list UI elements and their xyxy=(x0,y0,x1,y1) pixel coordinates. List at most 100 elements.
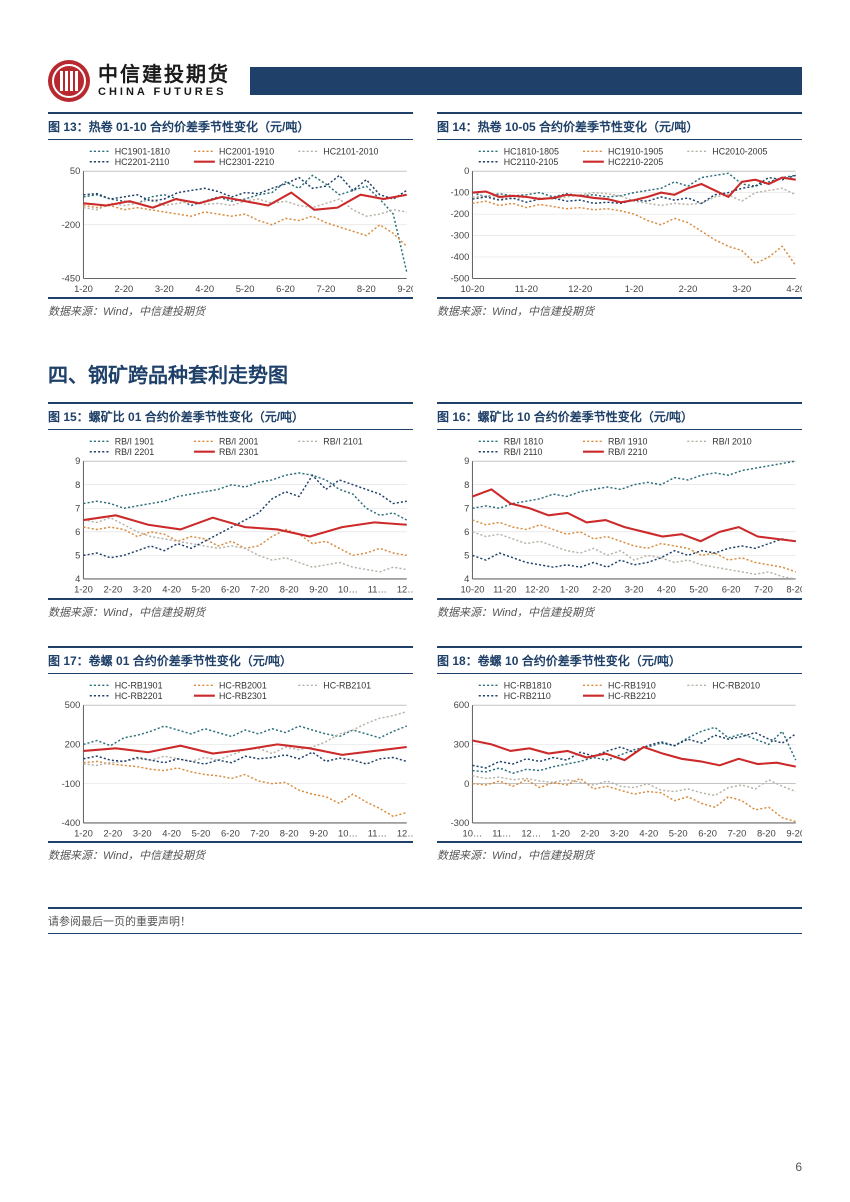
svg-text:6-20: 6-20 xyxy=(221,828,240,838)
svg-text:12…: 12… xyxy=(521,828,541,838)
svg-text:8-20: 8-20 xyxy=(280,585,299,595)
svg-text:2-20: 2-20 xyxy=(581,828,600,838)
chart-18-source: 数据来源：Wind，中信建投期货 xyxy=(437,843,802,863)
chart-14-title: 图 14：热卷 10-05 合约价差季节性变化（元/吨） xyxy=(437,112,802,140)
chart-17-source: 数据来源：Wind，中信建投期货 xyxy=(48,843,413,863)
svg-text:HC-RB1901: HC-RB1901 xyxy=(115,680,163,690)
svg-text:-300: -300 xyxy=(451,818,470,828)
chart-13-plot: 50-200-4501-202-203-204-205-206-207-208-… xyxy=(48,144,413,299)
chart-15-plot: 9876541-202-203-204-205-206-207-208-209-… xyxy=(48,434,413,600)
svg-text:12…: 12… xyxy=(397,585,413,595)
brand-name-cn: 中信建投期货 xyxy=(98,64,230,86)
section-4-title: 四、钢矿跨品种套利走势图 xyxy=(48,359,802,388)
svg-text:3-20: 3-20 xyxy=(610,828,629,838)
chart-14: 图 14：热卷 10-05 合约价差季节性变化（元/吨） 0 -100 -200 -3… xyxy=(437,112,802,339)
svg-text:12-20: 12-20 xyxy=(525,585,549,595)
svg-text:HC-RB2110: HC-RB2110 xyxy=(504,691,551,701)
svg-text:5-20: 5-20 xyxy=(192,828,211,838)
chart-17: 图 17：卷螺 01 合约价差季节性变化（元/吨） 500 200 -100 -400… xyxy=(48,646,413,884)
svg-text:HC-RB2210: HC-RB2210 xyxy=(608,691,656,701)
chart-13: 图 13：热卷 01-10 合约价差季节性变化（元/吨） 50-200-4501… xyxy=(48,112,413,339)
svg-text:8: 8 xyxy=(464,480,469,490)
svg-text:-200: -200 xyxy=(62,220,81,230)
svg-text:3-20: 3-20 xyxy=(625,585,644,595)
svg-text:RB/I 2201: RB/I 2201 xyxy=(115,447,154,457)
svg-text:HC-RB2101: HC-RB2101 xyxy=(323,680,371,690)
svg-text:2-20: 2-20 xyxy=(114,284,133,294)
svg-text:5-20: 5-20 xyxy=(236,284,255,294)
chart-13-source: 数据来源：Wind，中信建投期货 xyxy=(48,299,413,319)
svg-text:7-20: 7-20 xyxy=(250,585,269,595)
svg-text:10…: 10… xyxy=(338,585,358,595)
svg-text:HC2301-2210: HC2301-2210 xyxy=(219,157,274,167)
chart-16-title: 图 16：螺矿比 10 合约价差季节性变化（元/吨） xyxy=(437,402,802,430)
svg-text:4-20: 4-20 xyxy=(162,585,181,595)
svg-text:8: 8 xyxy=(75,480,80,490)
svg-text:6-20: 6-20 xyxy=(276,284,295,294)
svg-text:RB/I 2301: RB/I 2301 xyxy=(219,447,258,457)
chart-15-source: 数据来源：Wind，中信建投期货 xyxy=(48,600,413,620)
svg-text:-500: -500 xyxy=(451,274,470,284)
svg-text:-400: -400 xyxy=(62,818,81,828)
svg-text:1-20: 1-20 xyxy=(74,284,93,294)
svg-text:200: 200 xyxy=(65,739,81,749)
svg-text:6: 6 xyxy=(75,527,80,537)
svg-text:11-20: 11-20 xyxy=(493,585,516,595)
svg-text:7: 7 xyxy=(75,504,80,514)
svg-text:500: 500 xyxy=(65,700,81,710)
svg-text:RB/I 2010: RB/I 2010 xyxy=(712,437,751,447)
svg-text:8-20: 8-20 xyxy=(786,585,802,595)
chart-14-plot: 0-100-200-300-400-50010-2011-2012-201-20… xyxy=(437,144,802,299)
svg-text:-100: -100 xyxy=(62,779,81,789)
svg-text:6-20: 6-20 xyxy=(221,585,240,595)
svg-text:RB/I 1910: RB/I 1910 xyxy=(608,437,647,447)
svg-text:9-20: 9-20 xyxy=(309,585,328,595)
svg-text:1-20: 1-20 xyxy=(551,828,570,838)
svg-text:6-20: 6-20 xyxy=(722,585,741,595)
svg-text:7-20: 7-20 xyxy=(728,828,747,838)
svg-text:6: 6 xyxy=(464,527,469,537)
svg-text:7: 7 xyxy=(464,504,469,514)
svg-text:4-20: 4-20 xyxy=(162,828,181,838)
svg-text:6-20: 6-20 xyxy=(698,828,717,838)
svg-text:-450: -450 xyxy=(62,274,81,284)
svg-text:-100: -100 xyxy=(451,188,470,198)
chart-17-title: 图 17：卷螺 01 合约价差季节性变化（元/吨） xyxy=(48,646,413,674)
chart-18-title: 图 18：卷螺 10 合约价差季节性变化（元/吨） xyxy=(437,646,802,674)
svg-text:-400: -400 xyxy=(451,252,470,262)
brand-name-en: CHINA FUTURES xyxy=(98,86,230,98)
svg-text:RB/I 2001: RB/I 2001 xyxy=(219,437,258,447)
svg-text:2-20: 2-20 xyxy=(103,828,122,838)
chart-row-3: 图 17：卷螺 01 合约价差季节性变化（元/吨） 500 200 -100 -400… xyxy=(48,646,802,884)
svg-text:11…: 11… xyxy=(368,585,387,595)
svg-text:1-20: 1-20 xyxy=(625,284,644,294)
svg-text:HC2110-2105: HC2110-2105 xyxy=(504,157,559,167)
svg-text:2-20: 2-20 xyxy=(679,284,698,294)
svg-text:7-20: 7-20 xyxy=(754,585,773,595)
chart-16: 图 16：螺矿比 10 合约价差季节性变化（元/吨） 98765410-2011… xyxy=(437,402,802,640)
svg-text:HC2001-1910: HC2001-1910 xyxy=(219,146,274,156)
svg-text:RB/I 1810: RB/I 1810 xyxy=(504,437,543,447)
svg-text:4-20: 4-20 xyxy=(786,284,802,294)
svg-text:1-20: 1-20 xyxy=(560,585,579,595)
svg-text:300: 300 xyxy=(454,739,470,749)
header-bar xyxy=(250,67,802,95)
svg-text:HC2210-2205: HC2210-2205 xyxy=(608,157,663,167)
svg-text:1-20: 1-20 xyxy=(74,585,93,595)
svg-text:4-20: 4-20 xyxy=(657,585,676,595)
chart-15-title: 图 15：螺矿比 01 合约价差季节性变化（元/吨） xyxy=(48,402,413,430)
svg-text:9-20: 9-20 xyxy=(786,828,802,838)
svg-text:4-20: 4-20 xyxy=(639,828,658,838)
svg-text:-200: -200 xyxy=(451,209,470,219)
svg-text:RB/I 1901: RB/I 1901 xyxy=(115,437,154,447)
svg-text:HC-RB2001: HC-RB2001 xyxy=(219,680,267,690)
svg-text:0: 0 xyxy=(464,166,469,176)
chart-16-source: 数据来源：Wind，中信建投期货 xyxy=(437,600,802,620)
svg-text:HC-RB2010: HC-RB2010 xyxy=(712,680,760,690)
svg-text:12…: 12… xyxy=(397,828,413,838)
svg-text:5: 5 xyxy=(464,551,469,561)
chart-14-source: 数据来源：Wind，中信建投期货 xyxy=(437,299,802,319)
svg-text:RB/I 2210: RB/I 2210 xyxy=(608,447,647,457)
svg-text:-300: -300 xyxy=(451,231,470,241)
svg-text:5: 5 xyxy=(75,551,80,561)
